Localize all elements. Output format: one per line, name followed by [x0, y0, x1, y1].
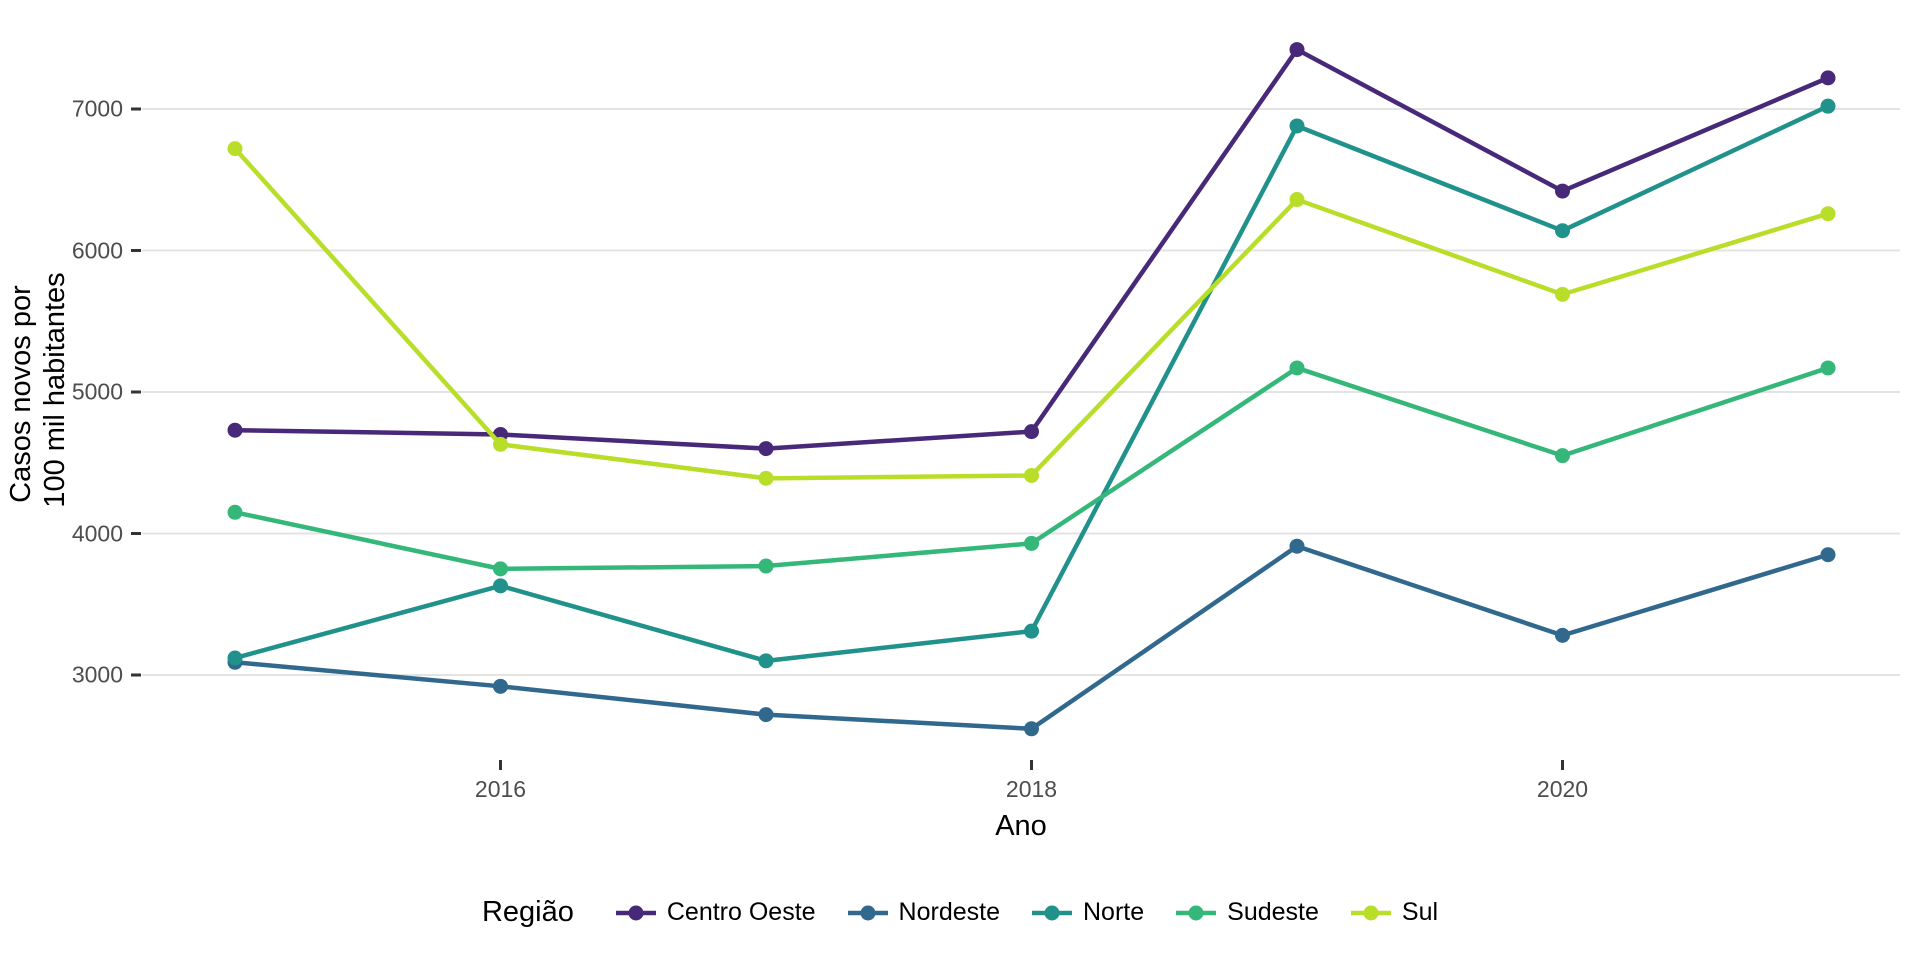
data-point-centro-oeste: [1289, 42, 1305, 58]
legend-key-icon: [1032, 905, 1072, 920]
chart-legend: Região Centro Oeste Nordeste Norte Sudeste S…: [0, 896, 1920, 929]
legend-key-icon: [847, 905, 888, 920]
legend-item-label: Nordeste: [898, 898, 1000, 926]
data-point-sul: [493, 436, 508, 452]
data-point-sudeste: [493, 561, 508, 577]
legend-item-sudeste: Sudeste: [1174, 898, 1319, 927]
axis-tick-marks: [131, 107, 1564, 770]
legend-item-label: Norte: [1083, 898, 1145, 926]
data-point-nordeste: [1289, 538, 1305, 554]
legend-item-label: Sudeste: [1227, 898, 1319, 926]
legend-key-icon: [615, 905, 656, 920]
legend-item-label: Sul: [1401, 898, 1439, 926]
data-point-norte: [493, 578, 508, 594]
y-tick-label: 5000: [71, 378, 123, 405]
x-tick-label: 2018: [1005, 776, 1058, 802]
data-point-sul: [758, 470, 774, 486]
data-point-sul: [1555, 286, 1570, 302]
legend-item-norte: Norte: [1030, 898, 1144, 927]
data-point-sul: [1820, 206, 1836, 222]
data-point-sudeste: [1820, 360, 1836, 376]
y-tick-label: 7000: [71, 95, 123, 122]
data-point-norte: [227, 650, 243, 666]
data-point-nordeste: [1820, 547, 1836, 563]
data-point-norte: [1820, 98, 1836, 114]
data-point-norte: [758, 653, 774, 669]
data-point-centro-oeste: [227, 422, 243, 438]
y-tick-label: 3000: [71, 661, 123, 688]
x-tick-label: 2020: [1536, 776, 1589, 802]
x-axis-title: Ano: [995, 810, 1047, 842]
data-point-centro-oeste: [758, 441, 774, 457]
horizontal-gridlines: [142, 108, 1900, 676]
legend-key-icon: [1350, 905, 1391, 920]
legend-item-label: Centro Oeste: [666, 898, 816, 926]
series-line-norte: [232, 103, 1831, 664]
data-point-sul: [1024, 467, 1039, 483]
data-point-nordeste: [1555, 627, 1570, 643]
x-tick-label: 2016: [474, 776, 527, 802]
data-point-norte: [1024, 623, 1039, 639]
data-point-nordeste: [493, 678, 508, 694]
data-point-nordeste: [758, 707, 774, 723]
data-point-centro-oeste: [1555, 183, 1570, 199]
data-point-centro-oeste: [1820, 70, 1836, 86]
data-point-norte: [1289, 118, 1305, 134]
data-point-sudeste: [1024, 535, 1039, 551]
data-point-sudeste: [227, 504, 243, 520]
data-point-sudeste: [1289, 360, 1305, 376]
data-point-sudeste: [1555, 448, 1570, 464]
data-point-nordeste: [1024, 721, 1039, 737]
data-point-norte: [1555, 223, 1570, 239]
data-point-centro-oeste: [1024, 424, 1039, 440]
legend-item-nordeste: Nordeste: [846, 898, 1000, 927]
legend-title: Região: [481, 896, 574, 928]
legend-key-icon: [1176, 905, 1217, 920]
legend-item-sul: Sul: [1349, 898, 1438, 927]
data-point-sul: [1289, 192, 1305, 208]
y-tick-label: 4000: [71, 520, 123, 546]
data-series-lines: [227, 42, 1836, 737]
legend-item-centro-oeste: Centro Oeste: [614, 898, 816, 927]
y-axis-title: Casos novos por 100 mil habitantes: [5, 272, 71, 507]
data-point-sul: [227, 141, 243, 157]
data-point-sudeste: [758, 558, 774, 574]
y-tick-label: 6000: [71, 237, 123, 263]
